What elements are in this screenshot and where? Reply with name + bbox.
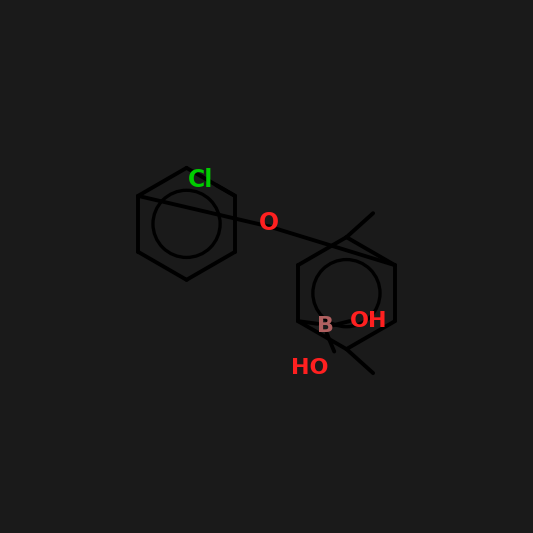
Text: OH: OH <box>350 311 387 331</box>
Text: O: O <box>259 211 279 235</box>
Text: Cl: Cl <box>188 168 213 192</box>
Text: HO: HO <box>291 358 328 377</box>
Text: B: B <box>317 317 334 336</box>
